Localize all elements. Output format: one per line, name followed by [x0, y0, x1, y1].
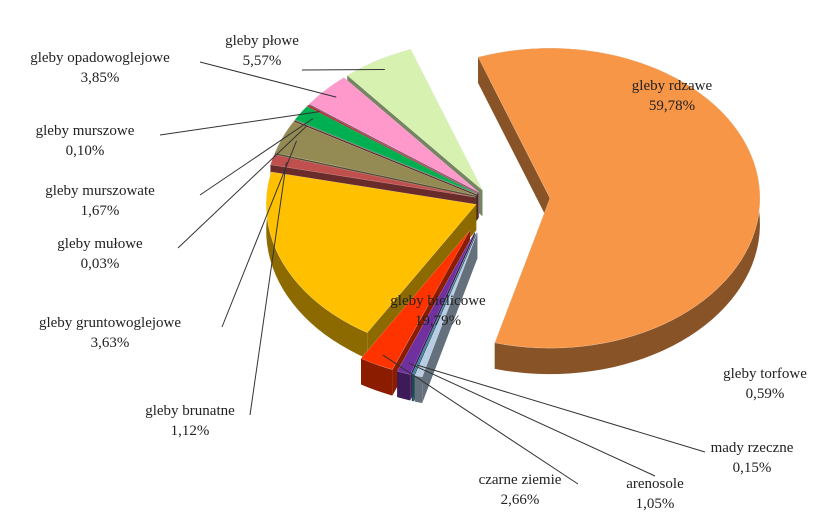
slice-label: gleby opadowoglejowe: [30, 50, 170, 66]
slice-label: mady rzeczne: [711, 440, 794, 456]
slice: [396, 231, 475, 375]
leader-line: [159, 111, 320, 136]
slice: [274, 121, 477, 196]
slice-value-label: 3,63%: [91, 335, 130, 351]
slice-value-label: 0,03%: [81, 256, 120, 272]
slice-value-label: 1,12%: [171, 423, 210, 439]
slice: [306, 104, 478, 194]
slice-wall: [411, 374, 414, 402]
leader-line: [382, 354, 579, 485]
slice-value-label: 1,05%: [636, 496, 675, 512]
slice-value-label: 0,59%: [746, 386, 785, 402]
slice-side: [414, 232, 478, 402]
slice-label: gleby płowe: [225, 33, 299, 49]
slice-wall: [414, 375, 423, 404]
slice: [265, 171, 477, 333]
leader-line: [249, 162, 287, 416]
leader-line: [417, 364, 706, 453]
slice-side: [478, 57, 550, 225]
slice-label: gleby torfowe: [723, 366, 807, 382]
leader-line: [199, 118, 314, 196]
slice-label: gleby gruntowoglejowe: [39, 315, 181, 331]
slice-value-label: 2,66%: [501, 492, 540, 508]
leader-line: [199, 61, 337, 98]
slice: [294, 106, 478, 195]
pie-tops: [265, 47, 761, 378]
slice-wall: [361, 358, 393, 396]
slice-label: gleby bielicowe: [390, 293, 486, 309]
leader-line: [408, 362, 656, 477]
slice-value-label: 1,67%: [81, 203, 120, 219]
slice: [308, 77, 480, 193]
slice: [346, 49, 483, 191]
slice-value-label: 5,57%: [243, 53, 282, 69]
slice-label: gleby murszowate: [45, 183, 155, 199]
slice-wall: [266, 171, 368, 359]
slice-label: gleby brunatne: [145, 403, 235, 419]
slice-label: gleby murszowe: [36, 123, 135, 139]
slice-label: gleby mułowe: [57, 236, 143, 252]
slice: [477, 47, 761, 349]
slice-label: gleby rdzawe: [632, 78, 713, 94]
slice-value-label: 3,85%: [81, 70, 120, 86]
slice: [270, 154, 476, 198]
slice-value-label: 0,10%: [66, 143, 105, 159]
leader-line: [301, 68, 385, 71]
leader-line: [177, 125, 308, 249]
slice-value-label: 59,78%: [649, 98, 695, 114]
slice: [360, 230, 471, 370]
slice-wall: [397, 371, 411, 401]
slice-label: czarne ziemie: [479, 472, 562, 488]
slice-value-label: 0,15%: [733, 460, 772, 476]
slice-label: arenosole: [626, 476, 684, 492]
slice-value-label: 19,79%: [415, 313, 461, 329]
leader-line: [221, 140, 297, 328]
slice: [414, 232, 478, 378]
slice: [293, 119, 478, 195]
